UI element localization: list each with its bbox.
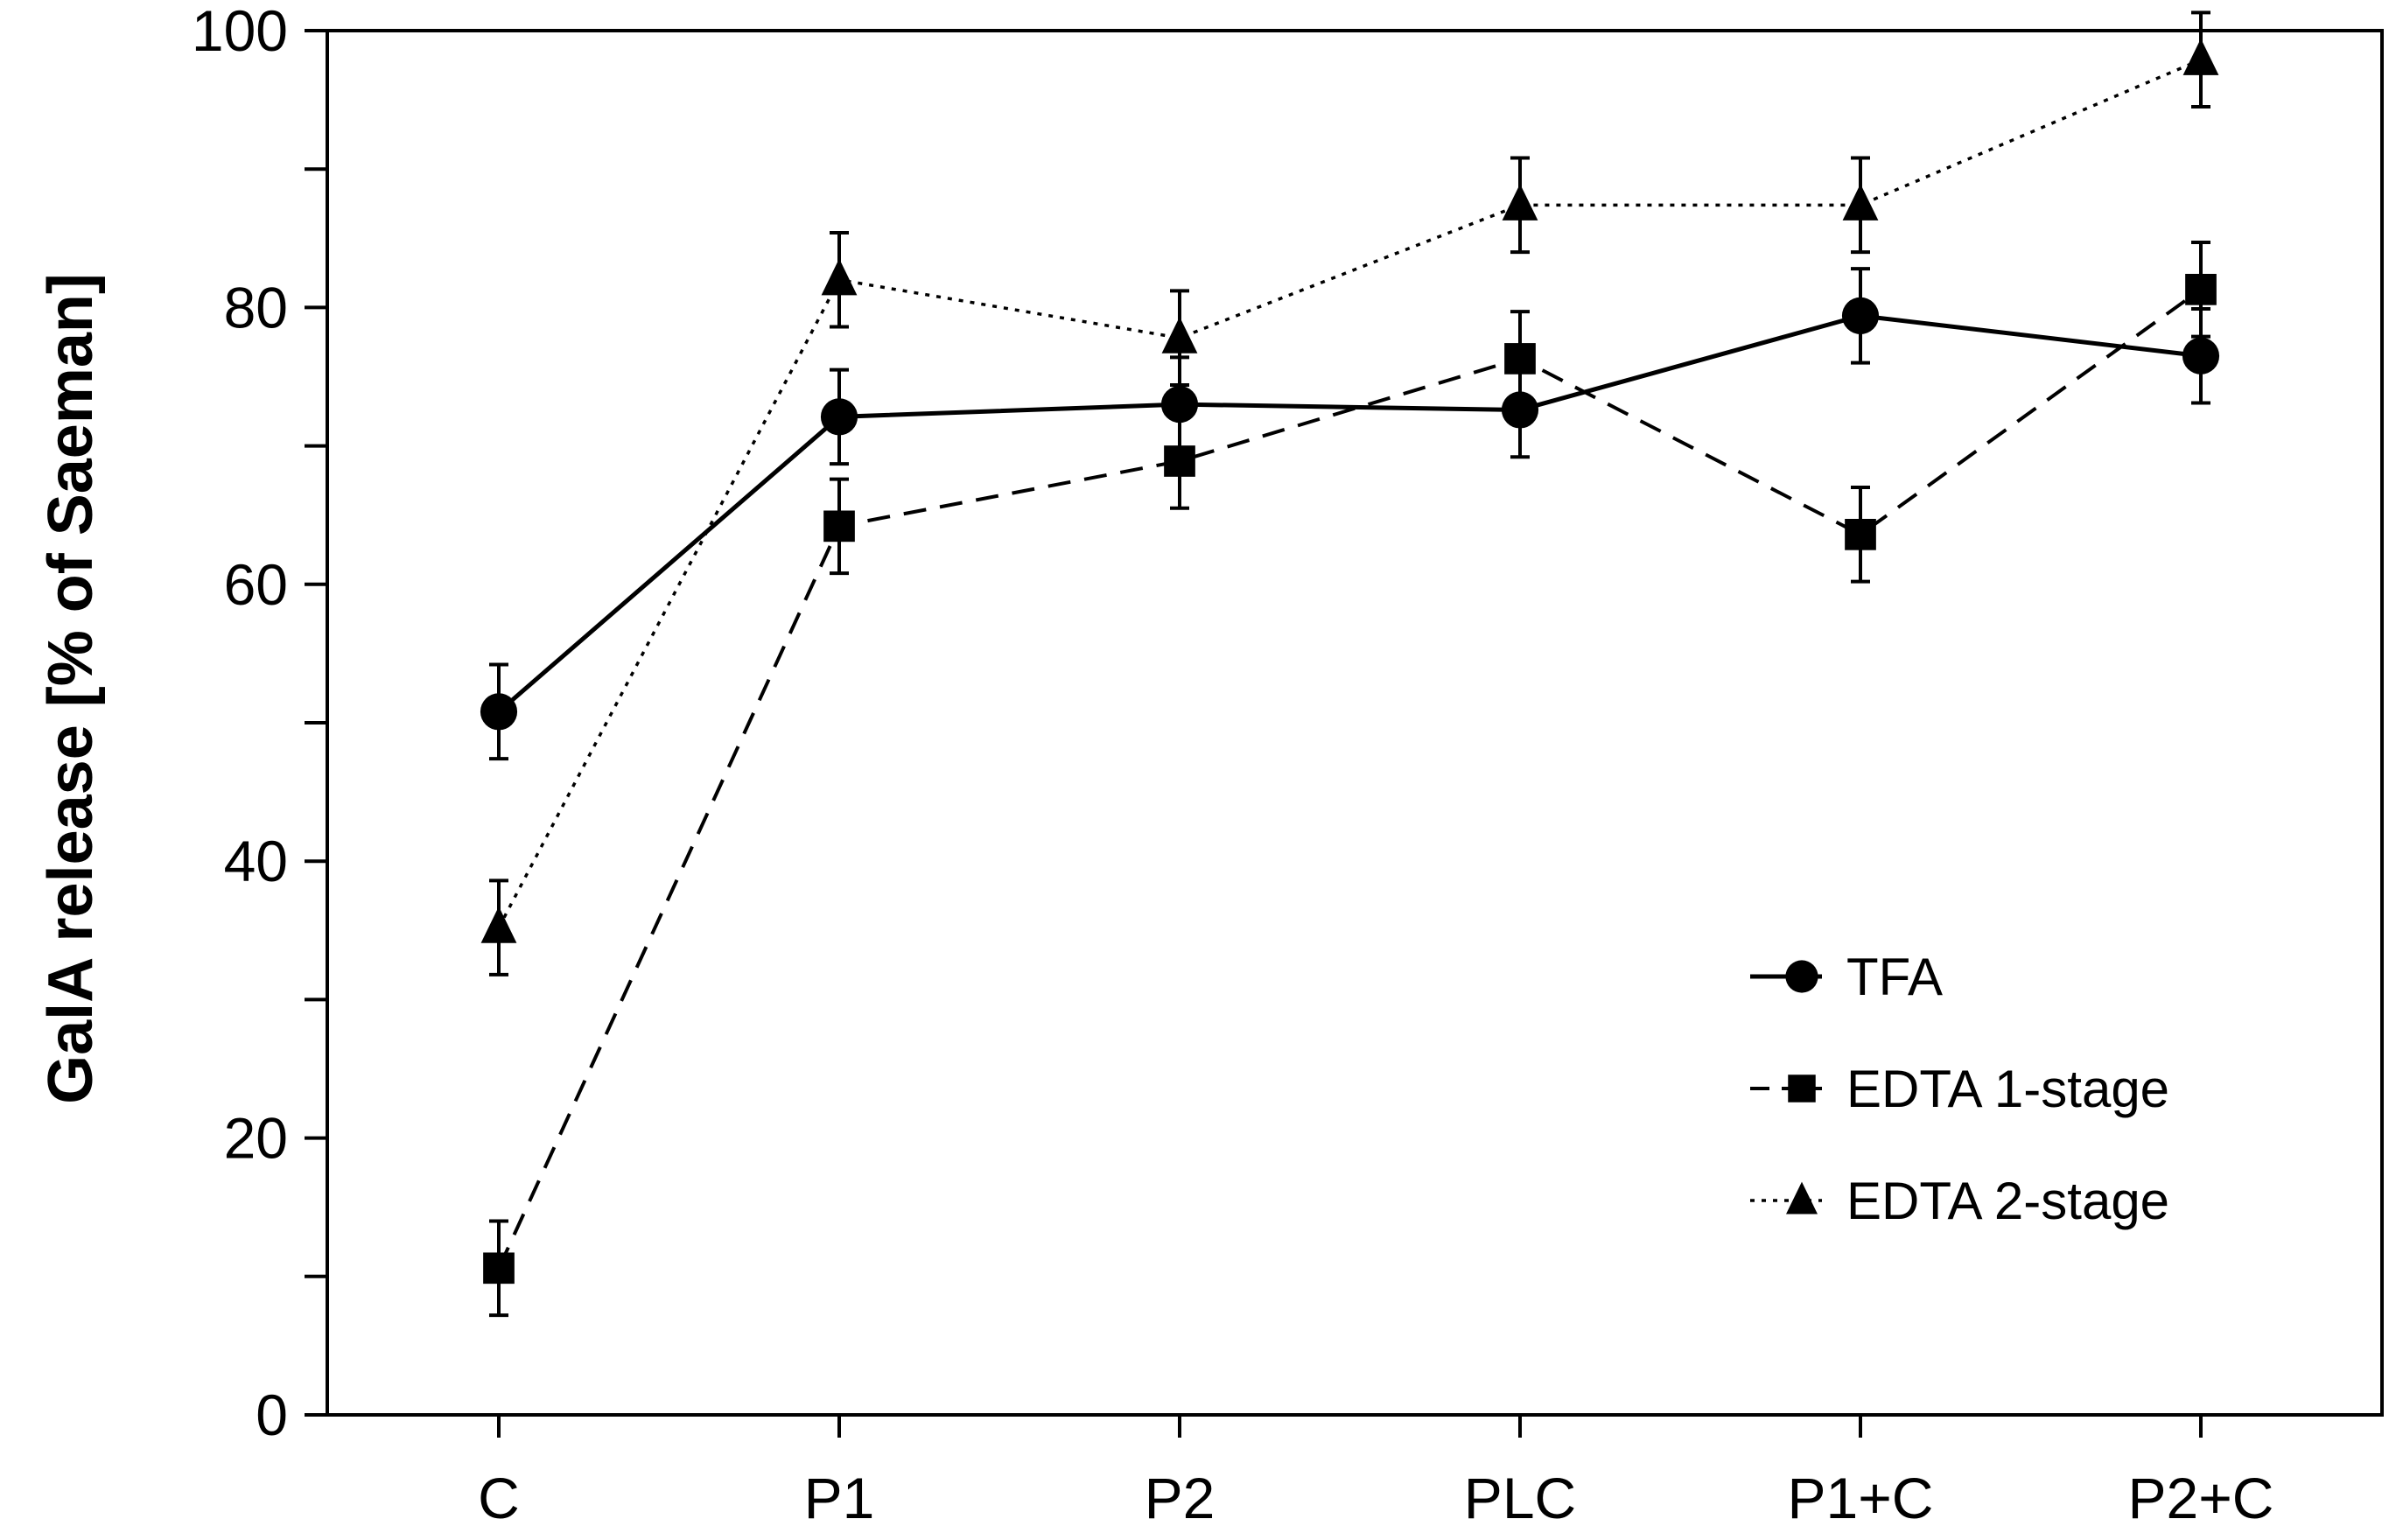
data-point bbox=[2185, 273, 2217, 305]
data-point bbox=[1504, 343, 1536, 374]
data-point bbox=[1842, 184, 1879, 220]
data-point bbox=[2182, 337, 2220, 374]
y-axis-title: GalA release [% of Saeman] bbox=[36, 273, 106, 1104]
x-tick-label: PLC bbox=[1464, 1466, 1576, 1530]
y-tick-label: 40 bbox=[224, 829, 288, 893]
legend-marker bbox=[1785, 960, 1818, 993]
series-line bbox=[497, 313, 2202, 714]
data-point bbox=[480, 693, 518, 731]
y-tick-label: 0 bbox=[256, 1382, 288, 1447]
data-point bbox=[480, 906, 517, 943]
data-point bbox=[2182, 38, 2219, 75]
series-edta-1-stage bbox=[483, 241, 2217, 1318]
data-point bbox=[1845, 518, 1876, 550]
x-tick-label: P1+C bbox=[1788, 1466, 1934, 1530]
series-line bbox=[497, 288, 2203, 1270]
legend-label: TFA bbox=[1846, 948, 1943, 1006]
legend-marker bbox=[1788, 1074, 1816, 1102]
y-tick-label: 100 bbox=[192, 0, 288, 63]
legend-label: EDTA 1-stage bbox=[1846, 1060, 2169, 1118]
x-tick-label: C bbox=[478, 1466, 520, 1530]
series-line bbox=[497, 58, 2202, 928]
x-tick-label: P2 bbox=[1145, 1466, 1216, 1530]
legend-item: TFA bbox=[1750, 948, 1943, 1006]
x-tick-label: P1 bbox=[804, 1466, 875, 1530]
data-point bbox=[1501, 391, 1539, 429]
data-point bbox=[820, 398, 858, 436]
data-point bbox=[823, 510, 855, 542]
data-point bbox=[1161, 316, 1198, 354]
series-group bbox=[480, 10, 2220, 1318]
series-tfa bbox=[480, 267, 2220, 761]
data-point bbox=[483, 1252, 515, 1284]
legend-item: EDTA 1-stage bbox=[1750, 1060, 2169, 1118]
data-point bbox=[1164, 445, 1195, 477]
legend: TFA EDTA 1-stage EDTA 2-stage bbox=[1750, 948, 2169, 1230]
legend-marker bbox=[1786, 1181, 1818, 1214]
x-tick-label: P2+C bbox=[2128, 1466, 2274, 1530]
axes: 0 20 40 60 80 100 C P1 P2 PLC P1+C P2+C bbox=[192, 0, 2384, 1530]
legend-item: EDTA 2-stage bbox=[1750, 1172, 2169, 1230]
series-edta-2-stage bbox=[480, 10, 2219, 976]
y-tick-label: 80 bbox=[224, 275, 288, 340]
data-point bbox=[1841, 297, 1880, 334]
data-point bbox=[821, 258, 858, 296]
legend-label: EDTA 2-stage bbox=[1846, 1172, 2169, 1230]
y-tick-label: 60 bbox=[224, 552, 288, 617]
data-point bbox=[1502, 184, 1538, 220]
y-tick-label: 20 bbox=[224, 1106, 288, 1171]
